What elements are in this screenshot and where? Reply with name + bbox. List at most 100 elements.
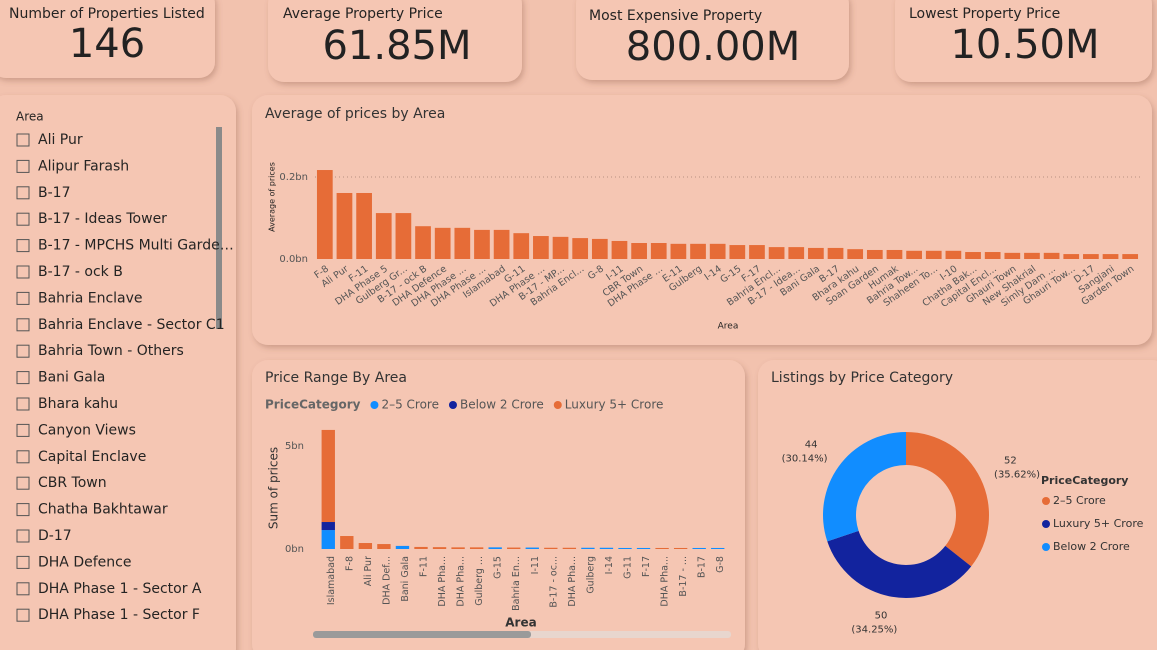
checkbox[interactable] bbox=[16, 186, 30, 200]
card-value: 800.00M bbox=[626, 24, 800, 70]
x-tick-label: G-15 bbox=[493, 556, 504, 579]
bar bbox=[788, 247, 805, 259]
bar bbox=[808, 247, 824, 259]
legend-label: Below 2 Crore bbox=[1053, 540, 1130, 553]
legend-label: 2–5 Crore bbox=[381, 398, 439, 412]
checkbox[interactable] bbox=[16, 291, 30, 305]
y-axis-label: Average of prices bbox=[268, 162, 277, 232]
bar-segment bbox=[599, 547, 614, 549]
x-axis-label: Area bbox=[718, 322, 739, 332]
x-axis-label: Area bbox=[505, 616, 536, 630]
checkbox[interactable] bbox=[16, 239, 30, 253]
bar bbox=[984, 252, 1001, 259]
slicer-item: Bani Gala bbox=[38, 370, 105, 386]
bar bbox=[1043, 252, 1060, 259]
checkbox[interactable] bbox=[16, 503, 30, 517]
bar-segment bbox=[692, 547, 706, 549]
donut-slice bbox=[823, 431, 906, 542]
legend-marker bbox=[1042, 543, 1050, 551]
bar bbox=[533, 236, 549, 259]
bar-segment bbox=[377, 544, 391, 549]
legend-label: Luxury 5+ Crore bbox=[1053, 517, 1144, 530]
x-tick-label: Bani Gala bbox=[400, 556, 411, 602]
checkbox[interactable] bbox=[16, 265, 30, 279]
x-tick-label: B-17 - oc... bbox=[548, 556, 559, 608]
card-label: Lowest Property Price bbox=[909, 6, 1060, 22]
bar bbox=[945, 250, 962, 259]
bar-segment bbox=[544, 547, 558, 549]
checkbox[interactable] bbox=[16, 318, 30, 332]
bar bbox=[1004, 252, 1021, 259]
card-value: 61.85M bbox=[322, 23, 471, 69]
card-label: Number of Properties Listed bbox=[9, 6, 205, 22]
donut-slice bbox=[827, 530, 972, 598]
slicer-item: B-17 - MPCHS Multi Garde… bbox=[38, 238, 234, 254]
checkbox[interactable] bbox=[16, 423, 30, 437]
checkbox[interactable] bbox=[16, 344, 30, 358]
data-label: (34.25%) bbox=[851, 624, 897, 635]
bar-segment bbox=[636, 547, 651, 549]
legend-label: Below 2 Crore bbox=[460, 398, 544, 412]
bar bbox=[925, 250, 942, 259]
card bbox=[895, 0, 1152, 82]
data-label: (35.62%) bbox=[994, 469, 1040, 480]
checkbox[interactable] bbox=[16, 476, 30, 490]
slicer-item: B-17 bbox=[38, 185, 70, 201]
checkbox[interactable] bbox=[16, 397, 30, 411]
slicer-item: Bahria Enclave - Sector C1 bbox=[38, 317, 225, 333]
checkbox[interactable] bbox=[16, 212, 30, 226]
y-tick-label: 0.0bn bbox=[279, 254, 308, 265]
bar-segment bbox=[321, 429, 335, 523]
bar bbox=[375, 213, 392, 259]
bar bbox=[572, 238, 589, 259]
bar bbox=[670, 243, 687, 259]
checkbox[interactable] bbox=[16, 371, 30, 385]
bar bbox=[690, 243, 706, 259]
x-tick-label: DHA Pha... bbox=[456, 556, 467, 607]
checkbox[interactable] bbox=[16, 159, 30, 173]
checkbox[interactable] bbox=[16, 608, 30, 622]
bar-segment bbox=[507, 547, 521, 549]
y-tick-label: 0.2bn bbox=[279, 172, 308, 183]
bar bbox=[591, 238, 608, 259]
card-value: 146 bbox=[69, 21, 145, 67]
card bbox=[576, 0, 849, 80]
bar-segment bbox=[469, 547, 484, 549]
checkbox[interactable] bbox=[16, 133, 30, 147]
bar bbox=[395, 213, 412, 259]
legend-marker bbox=[1042, 520, 1050, 528]
x-tick-label: DHA Def... bbox=[381, 556, 392, 605]
scrollbar[interactable] bbox=[216, 127, 222, 329]
data-label: 52 bbox=[1004, 455, 1017, 466]
bar bbox=[749, 245, 765, 259]
slicer-item: Bhara kahu bbox=[38, 396, 118, 412]
slicer-item: Bahria Enclave bbox=[38, 290, 143, 306]
legend-label: 2–5 Crore bbox=[1053, 494, 1106, 507]
h-scrollbar-thumb[interactable] bbox=[313, 631, 531, 638]
bar bbox=[631, 243, 647, 259]
x-tick-label: Ali Pur bbox=[363, 556, 374, 586]
bar-segment bbox=[673, 547, 688, 549]
checkbox[interactable] bbox=[16, 450, 30, 464]
x-tick-label: G-8 bbox=[715, 556, 726, 573]
bar bbox=[1024, 252, 1040, 259]
slicer-item: Alipur Farash bbox=[38, 158, 129, 174]
bar bbox=[709, 243, 726, 259]
donut-slice bbox=[906, 432, 989, 567]
bar-segment bbox=[358, 543, 373, 549]
x-tick-label: F-17 bbox=[641, 556, 652, 577]
checkbox[interactable] bbox=[16, 582, 30, 596]
x-tick-label: Gulberg bbox=[585, 556, 596, 594]
checkbox[interactable] bbox=[16, 555, 30, 569]
chart-title: Average of prices by Area bbox=[265, 106, 445, 122]
slicer-item: DHA Defence bbox=[38, 554, 131, 570]
checkbox[interactable] bbox=[16, 529, 30, 543]
card-value: 10.50M bbox=[950, 22, 1099, 68]
bar bbox=[965, 252, 981, 259]
bar-segment bbox=[655, 547, 669, 549]
slicer-item: DHA Phase 1 - Sector F bbox=[38, 607, 200, 623]
card bbox=[0, 0, 215, 78]
slicer-item: D-17 bbox=[38, 528, 72, 544]
x-tick-label: Islamabad bbox=[326, 556, 337, 605]
